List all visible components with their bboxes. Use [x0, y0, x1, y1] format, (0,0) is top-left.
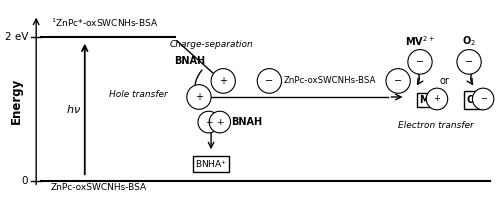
Text: Charge-separation: Charge-separation — [169, 40, 253, 49]
Text: BNAH: BNAH — [232, 117, 262, 127]
Text: 2 eV: 2 eV — [4, 32, 28, 42]
Text: +: + — [205, 118, 212, 127]
Text: ZnPc-oxSWCNHs-BSA: ZnPc-oxSWCNHs-BSA — [284, 76, 376, 85]
Text: +: + — [216, 118, 224, 127]
Text: −: − — [416, 57, 424, 67]
Ellipse shape — [211, 69, 236, 93]
Text: −: − — [394, 76, 402, 86]
Text: MV$^{2+}$: MV$^{2+}$ — [405, 34, 435, 48]
Text: +: + — [195, 92, 203, 102]
Ellipse shape — [187, 85, 211, 109]
Ellipse shape — [473, 88, 494, 110]
Text: ZnPc-oxSWCNHs-BSA: ZnPc-oxSWCNHs-BSA — [51, 183, 147, 192]
Text: O$_{2}$: O$_{2}$ — [466, 93, 480, 107]
Text: BNAH: BNAH — [174, 56, 205, 66]
Text: −: − — [480, 95, 487, 103]
Ellipse shape — [257, 69, 282, 93]
Text: −: − — [265, 76, 273, 86]
Text: +: + — [219, 76, 227, 86]
Text: BNHA$^{+}$: BNHA$^{+}$ — [195, 158, 227, 170]
Ellipse shape — [386, 69, 410, 93]
Text: Hole transfer: Hole transfer — [109, 90, 167, 99]
Ellipse shape — [427, 88, 448, 110]
Text: −: − — [465, 57, 473, 67]
Text: +: + — [434, 95, 440, 103]
Ellipse shape — [209, 111, 231, 133]
Ellipse shape — [457, 49, 481, 74]
Text: Electron transfer: Electron transfer — [398, 121, 474, 129]
Text: or: or — [439, 76, 449, 86]
Ellipse shape — [198, 111, 219, 133]
Text: O$_{2}$: O$_{2}$ — [462, 34, 476, 48]
Text: Energy: Energy — [10, 78, 23, 124]
Text: $^{1}$ZnPc*-oxSWCNHs-BSA: $^{1}$ZnPc*-oxSWCNHs-BSA — [51, 16, 158, 29]
Text: $h\nu$: $h\nu$ — [66, 103, 81, 115]
Text: 0: 0 — [21, 176, 28, 186]
Ellipse shape — [408, 49, 432, 74]
Text: MV: MV — [419, 95, 436, 105]
